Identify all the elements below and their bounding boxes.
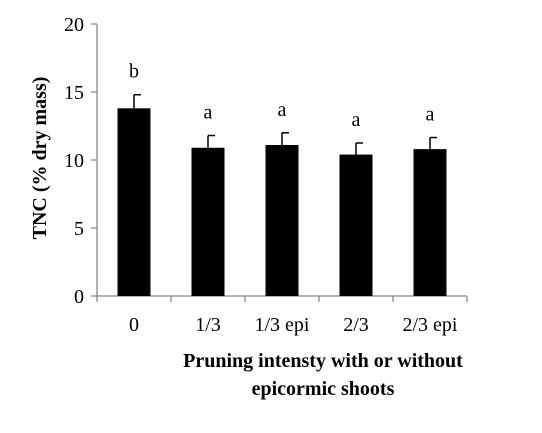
bar [117,108,151,296]
y-axis: 0 5 10 15 20 [64,14,98,308]
x-tick-label: 2/3 [343,314,369,336]
significance-label: a [426,104,435,126]
bar [265,145,299,296]
y-tick-label: 20 [64,14,84,36]
x-axis-label-line-2: epicormic shoots [252,378,395,400]
x-tick-label: 2/3 epi [403,314,458,336]
x-axis: 0 1/3 1/3 epi 2/3 2/3 epi [96,295,468,336]
significance-label: a [352,109,361,131]
x-tick-label: 1/3 epi [255,314,310,336]
significance-label: b [129,61,139,83]
x-tick-label: 0 [129,314,139,336]
y-tick-label: 15 [64,82,84,104]
y-axis-label: TNC (% dry mass) [29,77,51,240]
bar [339,154,373,296]
x-tick-label: 1/3 [195,314,221,336]
bar [413,149,447,296]
significance-label: a [204,102,213,124]
bar [191,147,225,296]
bars: b a a a a [117,61,447,296]
y-tick-label: 10 [64,150,84,172]
x-axis-label-line-1: Pruning intensty with or without [183,350,463,372]
y-tick-label: 5 [74,218,84,240]
significance-label: a [278,99,287,121]
y-tick-label: 0 [74,286,84,308]
